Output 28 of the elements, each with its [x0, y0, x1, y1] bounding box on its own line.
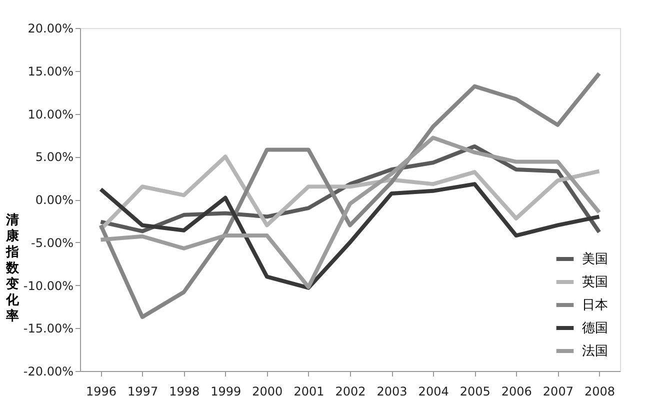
y-tick-label: -15.00% — [23, 322, 74, 336]
y-tick-label: 0.00% — [35, 193, 74, 207]
x-tick-label: 2000 — [252, 384, 283, 398]
legend-label: 日本 — [582, 298, 608, 313]
y-tick-label: -10.00% — [23, 278, 74, 293]
x-tick-label: 2003 — [376, 384, 408, 398]
y-tick-label: 15.00% — [28, 64, 74, 78]
x-tick-label: 1996 — [86, 384, 117, 398]
x-tick-label: 2002 — [335, 384, 366, 398]
legend-label: 法国 — [582, 344, 608, 359]
legend-label: 德国 — [582, 321, 608, 336]
legend-label: 美国 — [582, 251, 608, 267]
x-tick-label: 1997 — [128, 384, 158, 398]
y-tick-label: 5.00% — [35, 150, 74, 164]
x-tick-label: 2008 — [584, 384, 616, 398]
y-tick-label: -20.00% — [23, 364, 74, 378]
x-tick-label: 2001 — [294, 384, 324, 398]
x-tick-label: 2007 — [542, 384, 574, 398]
x-tick-label: 1998 — [169, 384, 200, 398]
x-tick-label: 1999 — [210, 384, 242, 398]
y-tick-label: 10.00% — [28, 107, 74, 122]
x-tick-label: 2005 — [460, 384, 490, 398]
y-tick-label: -5.00% — [31, 236, 74, 250]
x-tick-label: 2006 — [501, 384, 532, 398]
legend-label: 英国 — [582, 275, 608, 290]
y-axis-title: 清康指数变化率 — [5, 213, 20, 324]
y-tick-label: 20.00% — [28, 22, 74, 36]
x-tick-label: 2004 — [418, 384, 449, 398]
